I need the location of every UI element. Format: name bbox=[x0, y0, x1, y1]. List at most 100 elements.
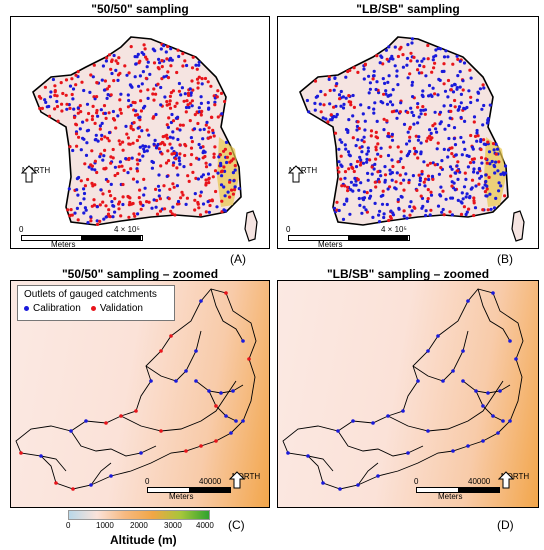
gauge-point bbox=[191, 55, 195, 59]
gauge-point bbox=[119, 92, 123, 96]
gauge-point bbox=[328, 102, 332, 106]
gauge-point bbox=[103, 79, 107, 83]
gauge-point bbox=[150, 159, 154, 164]
gauge-point bbox=[431, 161, 435, 165]
gauge-point bbox=[111, 215, 115, 219]
gauge-point bbox=[204, 183, 208, 187]
gauge-point bbox=[313, 79, 318, 83]
gauge-point bbox=[465, 192, 469, 196]
gauge-point bbox=[177, 89, 181, 93]
altitude-tick: 2000 bbox=[130, 521, 148, 530]
gauge-point bbox=[305, 98, 309, 103]
gauge-point bbox=[362, 190, 366, 194]
gauge-point bbox=[373, 180, 377, 184]
gauge-point bbox=[365, 152, 369, 156]
gauge-point bbox=[130, 156, 134, 160]
gauge-point bbox=[109, 93, 113, 97]
gauge-point bbox=[70, 92, 74, 97]
gauge-point bbox=[79, 110, 83, 114]
gauge-point bbox=[472, 167, 476, 171]
gauge-point bbox=[416, 121, 420, 125]
gauge-point bbox=[47, 114, 52, 118]
gauge-point bbox=[118, 98, 122, 102]
gauge-point bbox=[322, 103, 326, 107]
gauge-point bbox=[354, 179, 358, 183]
gauge-point bbox=[142, 193, 146, 197]
gauge-point bbox=[98, 155, 102, 159]
gauge-point bbox=[497, 160, 501, 164]
gauge-point bbox=[199, 113, 203, 117]
gauge-point bbox=[197, 106, 201, 110]
gauge-point bbox=[395, 74, 399, 78]
gauge-point bbox=[377, 213, 381, 217]
gauge-point bbox=[412, 146, 416, 150]
gauge-point bbox=[196, 121, 200, 126]
gauge-point bbox=[83, 184, 87, 188]
gauge-point bbox=[112, 204, 116, 208]
dots-b bbox=[305, 37, 508, 224]
gauge-point bbox=[159, 103, 163, 107]
gauge-point bbox=[448, 116, 452, 120]
gauge-point bbox=[371, 77, 375, 81]
gauge-point bbox=[374, 135, 378, 139]
gauge-point bbox=[472, 120, 476, 124]
gauge-point bbox=[460, 153, 464, 157]
gauge-point bbox=[71, 87, 76, 91]
altitude-tick: 4000 bbox=[196, 521, 214, 530]
gauge-point bbox=[43, 85, 48, 89]
gauge-point bbox=[469, 187, 473, 191]
gauge-point bbox=[121, 148, 125, 152]
gauge-point bbox=[390, 110, 394, 114]
gauge-point bbox=[334, 115, 338, 119]
gauge-point bbox=[436, 204, 441, 208]
gauge-point bbox=[193, 198, 197, 202]
gauge-point bbox=[377, 220, 382, 224]
gauge-point bbox=[465, 210, 469, 214]
gauge-point bbox=[141, 154, 145, 158]
gauge-outlet bbox=[241, 339, 245, 343]
gauge-point bbox=[370, 165, 374, 169]
gauge-point bbox=[354, 183, 358, 187]
gauge-point bbox=[475, 139, 479, 143]
gauge-point bbox=[495, 147, 500, 151]
gauge-point bbox=[103, 148, 107, 152]
gauge-point bbox=[98, 203, 102, 207]
gauge-point bbox=[393, 64, 397, 68]
gauge-point bbox=[408, 135, 412, 139]
gauge-point bbox=[366, 146, 370, 150]
gauge-point bbox=[76, 111, 80, 115]
scale-end: 40000 bbox=[199, 477, 222, 486]
gauge-point bbox=[382, 215, 386, 220]
gauge-point bbox=[381, 77, 385, 81]
gauge-point bbox=[176, 48, 180, 52]
gauge-outlet bbox=[498, 389, 502, 393]
gauge-point bbox=[126, 93, 130, 97]
gauge-point bbox=[176, 199, 181, 204]
gauge-point bbox=[420, 71, 424, 75]
gauge-point bbox=[206, 101, 210, 105]
gauge-point bbox=[156, 66, 160, 70]
gauge-point bbox=[117, 139, 121, 143]
gauge-point bbox=[456, 177, 460, 181]
gauge-point bbox=[393, 45, 397, 49]
gauge-point bbox=[116, 78, 120, 82]
gauge-point bbox=[65, 107, 69, 111]
gauge-point bbox=[349, 162, 353, 167]
gauge-point bbox=[383, 81, 387, 85]
gauge-point bbox=[368, 81, 372, 85]
gauge-point bbox=[446, 148, 451, 152]
gauge-point bbox=[171, 205, 175, 209]
gauge-point bbox=[402, 122, 407, 126]
gauge-point bbox=[141, 203, 145, 208]
gauge-point bbox=[480, 161, 484, 165]
gauge-point bbox=[103, 111, 107, 115]
gauge-point bbox=[199, 146, 203, 150]
gauge-point bbox=[175, 70, 179, 75]
gauge-point bbox=[372, 111, 376, 115]
gauge-point bbox=[121, 195, 125, 199]
gauge-point bbox=[178, 123, 182, 127]
gauge-point bbox=[76, 193, 80, 197]
gauge-point bbox=[178, 162, 182, 166]
gauge-point bbox=[419, 194, 423, 198]
gauge-point bbox=[388, 172, 392, 176]
